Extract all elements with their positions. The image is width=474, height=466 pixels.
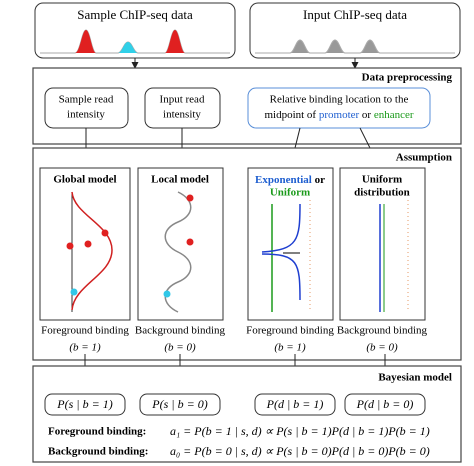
formula: P(s | b = 0) [151,397,207,411]
peak [118,42,138,53]
section-title: Assumption [396,152,452,164]
panel-title: Uniform [362,174,402,186]
panel-label: Background binding [337,325,428,337]
bg-formula: a₀ = P(b = 0 | s, d) ∝ P(s | b = 0)P(d |… [170,444,430,458]
text: midpoint of [264,109,318,121]
formula-box [44,393,126,416]
dot [163,290,171,298]
formula: P(d | b = 1) [266,397,324,411]
panel-title: Local model [151,174,209,186]
formula: P(s | b = 1) [56,397,112,411]
panel-title: distribution [354,187,410,199]
panel-label: Foreground binding [41,325,129,337]
dot [70,288,78,296]
input-data-title: Input ChIP-seq data [303,7,407,22]
text: or [359,109,374,121]
panel-label: Background binding [135,325,226,337]
box-text: midpoint of promoter or enhancer [264,109,413,121]
fg-label: Foreground binding: [48,426,146,438]
box-text: intensity [163,109,201,121]
formula-box [139,393,221,416]
dot [84,240,92,248]
panel-title: Uniform [270,187,310,199]
formula-box [344,393,426,416]
section-title: Bayesian model [378,372,452,384]
dot [101,229,109,237]
panel-title: Global model [53,174,116,186]
box-text: Relative binding location to the [270,94,409,106]
formula: P(d | b = 0) [356,397,414,411]
peak [75,30,96,53]
text: Exponential [255,174,312,186]
promoter: promoter [319,109,360,121]
location-box [247,87,431,129]
panel-sub: (b = 1) [274,342,306,354]
panel-sub: (b = 0) [164,342,196,354]
dot [66,242,74,250]
exponential-curve [261,203,301,301]
sample-data-title: Sample ChIP-seq data [77,7,193,22]
panel-label: Foreground binding [246,325,334,337]
box-text: intensity [67,109,105,121]
peak [165,30,185,53]
text: or [312,174,325,186]
curve [164,191,192,313]
enhancer: enhancer [374,109,414,121]
panel-title: Exponential or [255,174,325,186]
fg-formula: a₁ = P(b = 1 | s, d) ∝ P(s | b = 1)P(d |… [170,424,430,438]
bg-label: Background binding: [48,446,148,458]
panel-sub: (b = 1) [69,342,101,354]
input-signal [255,39,455,54]
box-text: Input read [160,94,205,106]
panel-sub: (b = 0) [366,342,398,354]
dot [186,238,194,246]
formula-box [254,393,336,416]
dot [186,194,194,202]
panel [339,167,426,321]
panel [137,167,224,321]
box-text: Sample read [59,94,114,106]
section-title: Data preprocessing [362,72,453,84]
curve [71,191,113,311]
